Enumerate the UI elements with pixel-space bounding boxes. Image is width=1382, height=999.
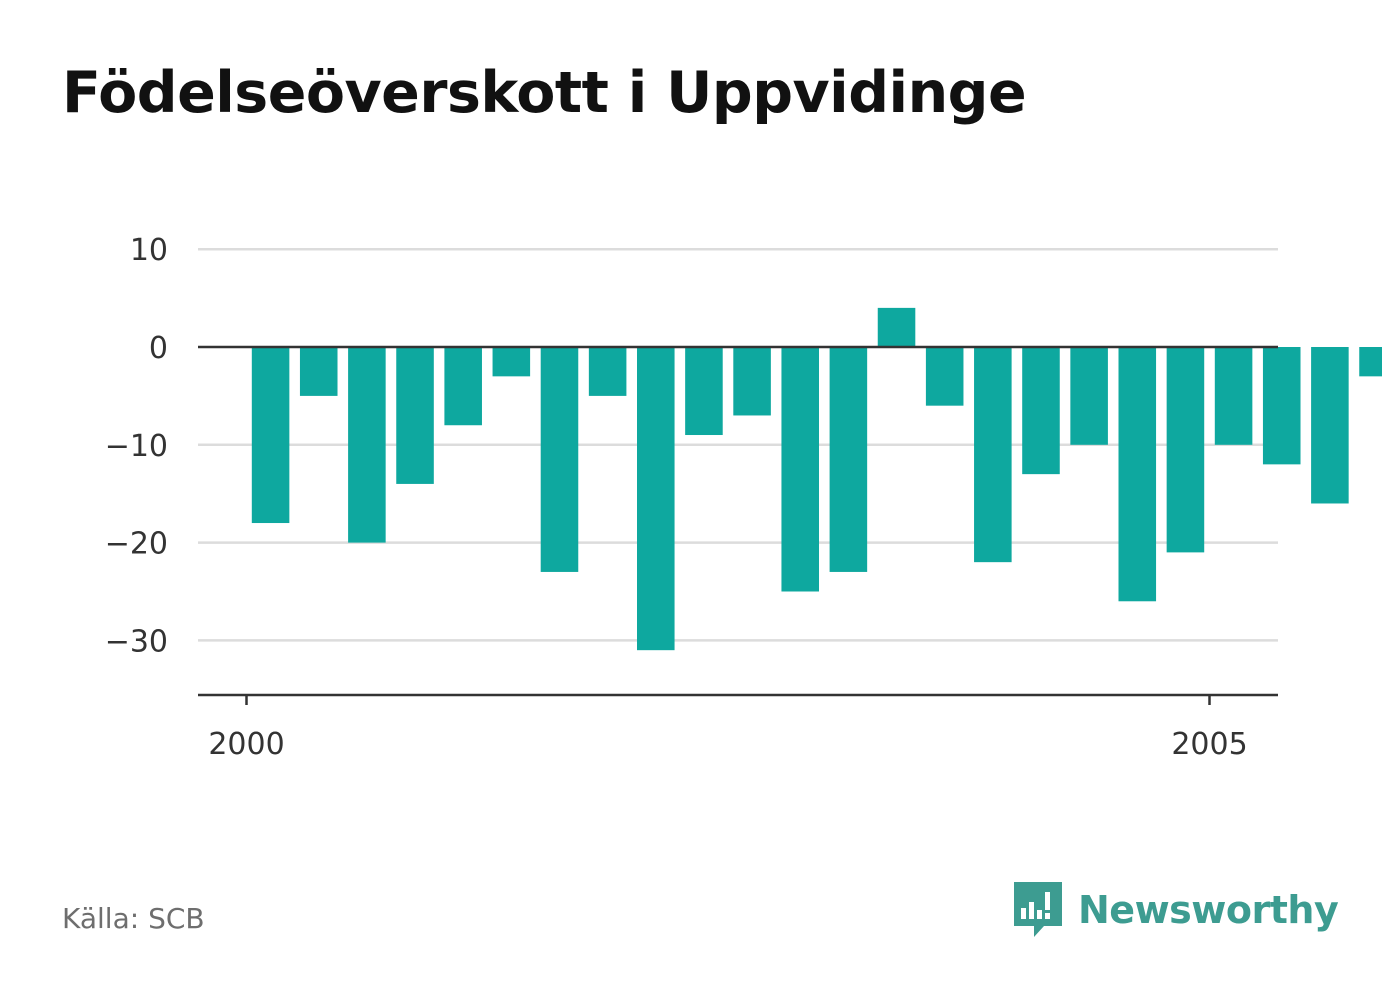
bar [1166,347,1205,553]
bar [540,347,579,572]
x-axis [198,693,1278,705]
bars [251,307,1382,651]
chart-title: Födelseöverskott i Uppvidinge [62,60,1027,126]
bar [396,347,434,484]
bar [781,347,820,592]
newsworthy-logo[interactable]: Newsworthy [1012,880,1339,940]
y-tick-label: −10 [105,429,168,464]
bar [1070,347,1108,445]
bar [1359,347,1382,377]
bar [685,347,723,436]
x-tick-label: 2005 [1171,727,1247,762]
bar [1118,347,1157,602]
bar [733,347,771,416]
bar [492,347,531,377]
x-axis-labels: 200020052010201520202025 [208,727,1247,762]
bar [348,347,386,543]
bar [1214,347,1253,445]
bar [1262,347,1301,465]
bar [1022,347,1060,475]
brand-name: Newsworthy [1078,888,1339,932]
source-text: Källa: SCB [62,902,205,935]
bar [299,347,338,396]
y-tick-label: 10 [130,233,168,268]
newsworthy-logo-icon [1014,882,1062,937]
bar [444,347,482,426]
bar [251,347,290,524]
y-axis-labels: 10 0 −10 −20 −30 [105,233,168,659]
bar [1311,347,1349,504]
bar [877,307,916,347]
bar [925,347,964,406]
x-tick-label: 2000 [208,727,284,762]
bar [637,347,675,651]
y-tick-label: −30 [105,624,168,659]
bar [588,347,627,396]
y-tick-label: 0 [149,331,168,366]
y-tick-label: −20 [105,527,168,562]
bar [829,347,868,572]
bar [974,347,1012,563]
